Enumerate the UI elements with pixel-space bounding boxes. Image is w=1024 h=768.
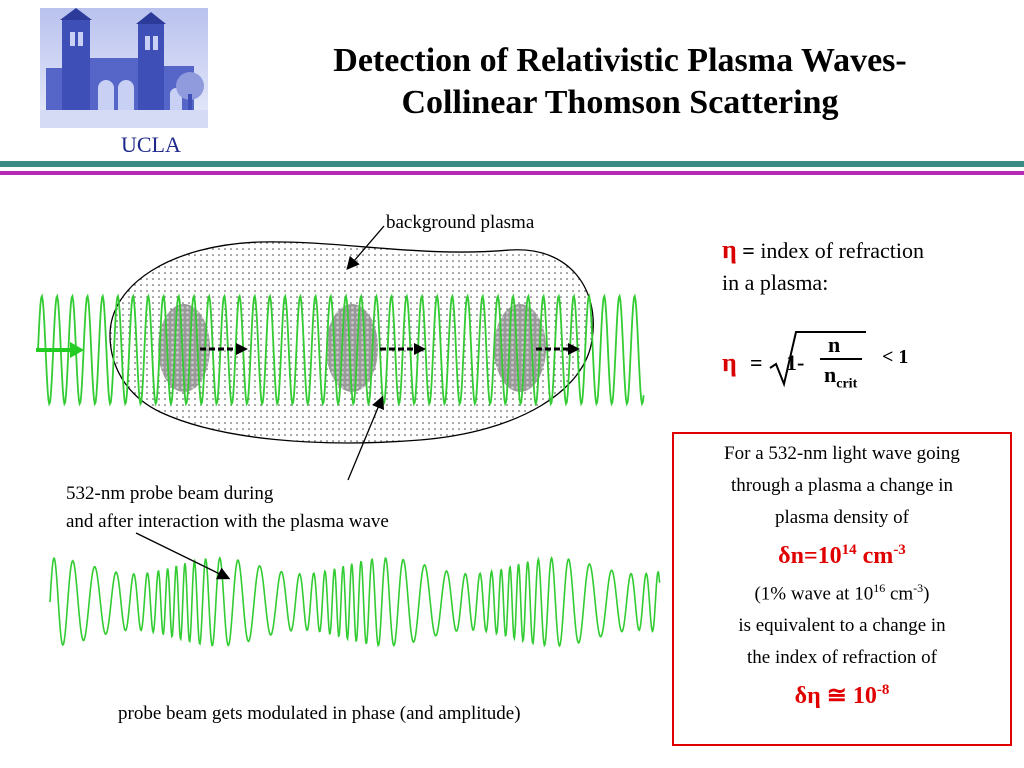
propagation-arrow-icon <box>200 343 248 355</box>
less-than-one: < 1 <box>882 346 909 368</box>
density-change: δn=1014 cm-3 <box>778 542 906 569</box>
teal-divider <box>0 161 1024 167</box>
background-plasma-label: background plasma <box>386 212 535 233</box>
probe-beam-label: 532-nm probe beam during and after inter… <box>66 480 389 536</box>
square-root-icon <box>769 331 866 388</box>
probe-input-arrow-icon <box>36 342 84 358</box>
eta-symbol-eq: η <box>722 348 737 377</box>
ucla-logo-icon <box>40 8 208 128</box>
info-line-6: the index of refraction of <box>747 647 937 669</box>
info-line-1: For a 532-nm light wave going <box>724 443 960 464</box>
numerator-n: n <box>828 332 841 357</box>
denominator: ncrit <box>824 362 858 392</box>
propagation-arrow-icon <box>380 343 426 355</box>
info-line-2: through a plasma a change in <box>730 475 954 496</box>
probe-beam-wave <box>37 293 645 407</box>
fraction-bar <box>820 358 862 360</box>
modulated-beam-pointer <box>135 532 231 580</box>
title-line-2: Collinear Thomson Scattering <box>401 84 839 121</box>
refraction-equation: η = 1- n ncrit < 1 <box>722 328 942 398</box>
slide-title: Detection of Relativistic Plasma Waves- … <box>230 40 1010 124</box>
eta-symbol: η <box>722 235 737 264</box>
info-box: For a 532-nm light wave going through a … <box>672 432 1012 746</box>
title-line-1: Detection of Relativistic Plasma Waves- <box>333 42 907 79</box>
probe-beam-pointer <box>347 395 385 481</box>
info-line-5: is equivalent to a change in <box>738 615 946 637</box>
info-line-3: plasma density of <box>774 507 910 528</box>
equals-sign-eq: = <box>750 350 763 375</box>
refraction-definition: η = index of refraction in a plasma: <box>722 234 924 299</box>
one-minus: 1- <box>786 350 805 375</box>
modulated-probe-beam-wave <box>49 555 661 648</box>
equals-sign: = <box>742 238 755 263</box>
index-change: δη ≅ 10-8 <box>794 682 890 710</box>
definition-line-2: in a plasma: <box>722 270 829 295</box>
modulation-caption: probe beam gets modulated in phase (and … <box>118 703 521 724</box>
magenta-divider <box>0 171 1024 175</box>
definition-text: index of refraction <box>760 238 925 263</box>
propagation-arrow-icon <box>536 343 580 355</box>
wave-note: (1% wave at 1016 cm-3) <box>754 581 930 605</box>
probe-label-line-1: 532-nm probe beam during <box>66 483 274 504</box>
probe-label-line-2: and after interaction with the plasma wa… <box>66 511 389 532</box>
plasma-diagram <box>36 225 661 648</box>
logo-text: UCLA <box>121 132 181 157</box>
background-plasma-pointer <box>346 225 385 270</box>
